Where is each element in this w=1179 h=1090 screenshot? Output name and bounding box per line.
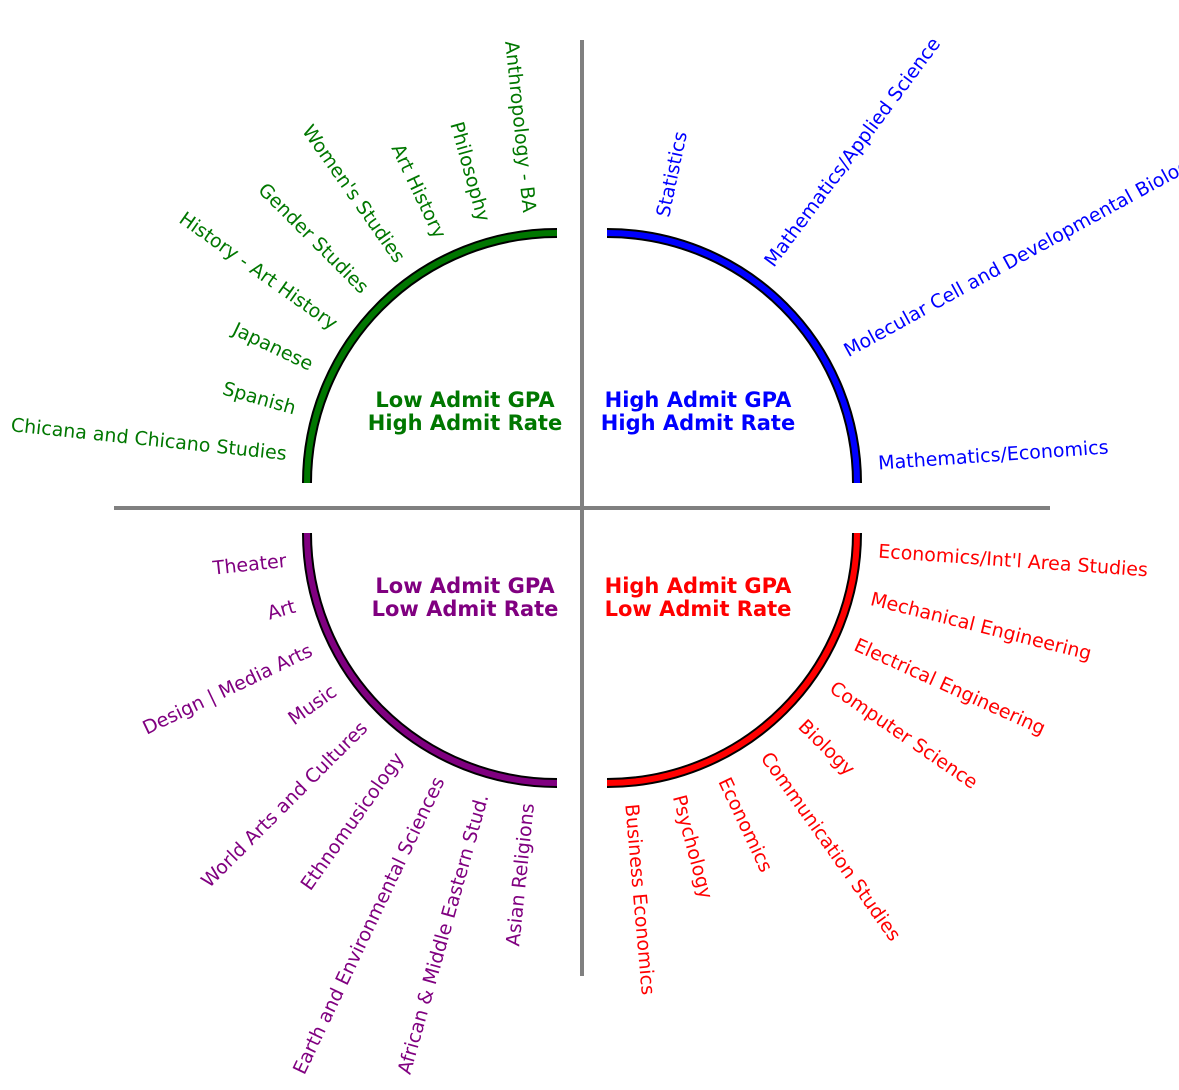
major-label: Mathematics/Economics (877, 436, 1109, 474)
major-label: Art (265, 596, 298, 625)
major-label: Asian Religions (502, 802, 539, 947)
major-label: Theater (211, 550, 288, 580)
quadrant-title-high-gpa-high-rate: High Admit GPA High Admit Rate (601, 388, 795, 435)
major-label: Molecular Cell and Developmental Biology (840, 149, 1179, 362)
quadrant-title-line1: Low Admit GPA (375, 388, 555, 412)
major-label: Biology (794, 715, 859, 780)
major-label: Chicana and Chicano Studies (10, 414, 288, 465)
major-labels: Chicana and Chicano StudiesSpanishJapane… (10, 33, 1179, 1077)
major-label: Art History (387, 141, 451, 242)
quadrant-title-line1: High Admit GPA (605, 574, 792, 598)
quadrant-axes (114, 40, 1050, 976)
arc-low-gpa-low-rate (302, 532, 558, 788)
major-label: Economics/Int'l Area Studies (878, 541, 1149, 582)
quadrant-title-line2: High Admit Rate (601, 411, 795, 435)
quadrant-title-low-gpa-high-rate: Low Admit GPA High Admit Rate (368, 388, 562, 435)
arc-high-gpa-low-rate (606, 532, 862, 788)
quadrant-title-line2: Low Admit Rate (372, 597, 559, 621)
major-label: Design | Media Arts (139, 640, 316, 740)
arc-high-gpa-high-rate (606, 228, 862, 484)
major-label: Spanish (220, 378, 298, 420)
major-label: Economics (713, 774, 776, 876)
major-label: Music (284, 681, 341, 730)
quadrant-title-line1: High Admit GPA (605, 388, 792, 412)
major-label: Anthropology - BA (500, 40, 540, 214)
major-label: Mathematics/Applied Science (760, 33, 945, 271)
major-label: Psychology (668, 793, 717, 902)
major-label: Statistics (652, 130, 692, 220)
major-label: Communication Studies (756, 748, 905, 945)
quadrant-arcs (302, 228, 862, 788)
quadrant-title-high-gpa-low-rate: High Admit GPA Low Admit Rate (605, 574, 793, 621)
quadrant-title-low-gpa-low-rate: Low Admit GPA Low Admit Rate (372, 574, 559, 621)
major-label: Business Economics (620, 803, 659, 996)
quadrant-title-line2: High Admit Rate (368, 411, 562, 435)
quadrant-title-line2: Low Admit Rate (605, 597, 792, 621)
quadrant-title-line1: Low Admit GPA (375, 574, 555, 598)
major-label: Philosophy (445, 119, 494, 224)
arc-low-gpa-high-rate (302, 228, 558, 484)
major-label: World Arts and Cultures (197, 717, 372, 892)
major-label: Japanese (228, 318, 316, 375)
